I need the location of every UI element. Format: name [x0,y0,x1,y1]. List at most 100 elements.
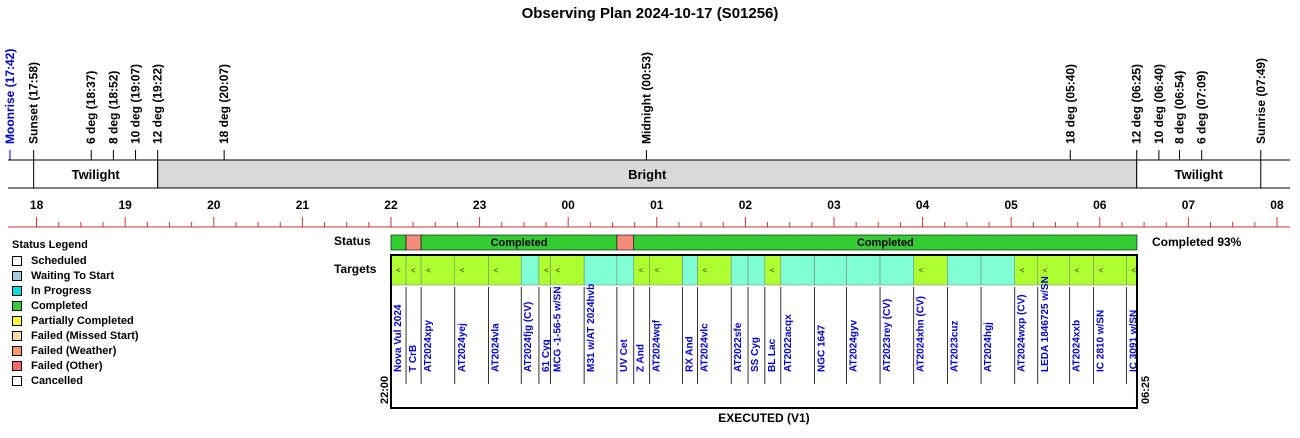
status-segment-label: Completed [857,237,914,249]
target-name: NGC 1647 [816,324,827,372]
legend-swatch [12,270,22,281]
target-name: MCG -1-56-5 w/SN [552,286,563,372]
target-name: M31 w/AT 2024hvb [586,284,597,372]
legend-swatch [12,300,22,311]
legend-label: Completed [31,299,88,312]
target-marker: < [639,266,644,275]
event-label: Sunrise (07:49) [1254,58,1268,144]
page-title: Observing Plan 2024-10-17 (S01256) [521,5,779,22]
event-label: Moonrise (17:42) [3,49,17,144]
hour-label: 03 [827,198,841,212]
target-name: AT2024fjg (CV) [523,302,534,372]
target-block [454,254,489,286]
target-name: RX And [684,336,695,372]
event-label: 8 deg (18:52) [106,71,120,144]
legend-swatch [12,375,22,386]
target-marker: < [493,266,498,275]
legend-item: Completed [12,298,139,313]
time-start-label: 22:00 [379,376,391,404]
status-legend: Status Legend Scheduled Waiting To Start I… [12,239,139,388]
status-segment [616,234,635,251]
target-block [1069,254,1094,286]
target-name: AT2022sfe [733,322,744,372]
target-block [879,254,914,286]
target-block [947,254,982,286]
hour-label: 00 [562,198,576,212]
legend-item: Failed (Weather) [12,343,139,358]
hour-label: 06 [1093,198,1107,212]
legend-swatch [12,315,22,326]
target-name: IC 3091 w/SN [1128,310,1139,372]
hour-label: 02 [739,198,753,212]
event-label: 10 deg (06:40) [1152,64,1166,144]
legend-label: Waiting To Start [31,269,115,282]
status-row-label: Status [334,234,371,248]
legend-item: Scheduled [12,253,139,268]
target-name: AT2023rey (CV) [882,299,893,372]
targets-row-label: Targets [334,262,377,276]
legend-swatch [12,345,22,356]
legend-item: In Progress [12,283,139,298]
target-name: AT2024vlc [700,323,711,372]
target-block [1037,254,1070,286]
legend-label: In Progress [31,284,92,297]
sky-band-label: Twilight [72,167,121,182]
hour-label: 07 [1182,198,1196,212]
event-label: 12 deg (19:22) [151,64,165,144]
target-block [1014,254,1039,286]
target-marker: < [1075,266,1080,275]
target-name: AT2024wxp (CV) [1017,294,1028,372]
target-block [697,254,732,286]
hour-label: 05 [1005,198,1019,212]
target-marker: < [544,266,549,275]
hour-label: 22 [384,198,398,212]
target-block [488,254,522,286]
target-block [616,254,634,286]
target-block [980,254,1015,286]
event-label: 12 deg (06:25) [1130,64,1144,144]
sky-band [157,159,1138,189]
event-label: 18 deg (20:07) [217,64,231,144]
target-block [913,254,948,286]
hour-label: 19 [119,198,133,212]
target-name: SS Cyg [750,337,761,372]
event-label: 18 deg (05:40) [1063,64,1077,144]
legend-label: Failed (Missed Start) [31,329,139,342]
target-name: AT2024yej [457,323,468,372]
target-marker: < [411,266,416,275]
target-name: 61 Cyg [541,339,552,372]
legend-label: Failed (Other) [31,359,103,372]
sky-band [1136,159,1262,189]
event-label: 8 deg (06:54) [1173,71,1187,144]
target-block [682,254,698,286]
hour-label: 21 [296,198,310,212]
legend-item: Partially Completed [12,313,139,328]
status-summary: Completed 93% [1152,235,1242,249]
target-block [420,254,456,286]
target-name: AT2024xpy [423,319,434,372]
target-marker: < [1043,266,1048,275]
target-name: AT2024wqf [652,319,663,372]
legend-title: Status Legend [12,239,88,251]
status-segment [405,234,422,251]
target-marker: < [555,266,560,275]
target-marker: < [1131,266,1136,275]
target-marker: < [770,266,775,275]
legend-swatch [12,255,22,266]
target-block [780,254,815,286]
legend-swatch [12,360,22,371]
target-name: Z And [636,344,647,372]
target-block [520,254,540,286]
event-label: Sunset (17:58) [27,62,41,144]
hour-label: 01 [650,198,664,212]
target-block [550,254,585,286]
legend-label: Partially Completed [31,314,134,327]
target-name: AT2024gyv [848,319,859,372]
sky-band [33,159,159,189]
event-label: 6 deg (18:37) [84,71,98,144]
target-marker: < [396,266,401,275]
target-marker: < [1020,266,1025,275]
sky-band-label: Bright [628,167,667,182]
target-name: AT2024hgj [983,322,994,372]
